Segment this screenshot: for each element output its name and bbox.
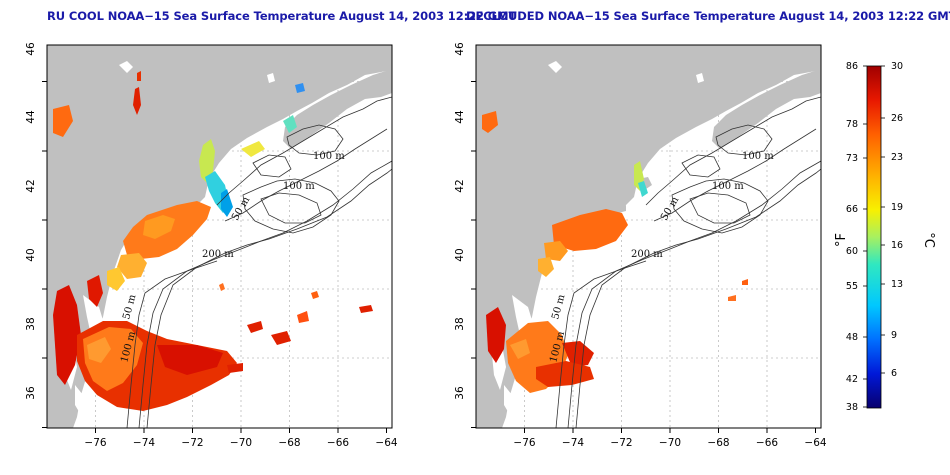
lon-tick-label: −64 <box>375 437 397 449</box>
lon-tick-label: −64 <box>804 437 826 449</box>
lat-tick-labels: 36 38 40 42 44 46 <box>454 42 466 400</box>
lon-tick-label: −74 <box>562 437 584 449</box>
lat-tick-label: 36 <box>25 386 37 400</box>
sst-overlay <box>482 111 748 393</box>
lat-tick-label: 44 <box>25 110 37 124</box>
lon-tick-label: −76 <box>513 437 535 449</box>
celsius-tick-label: 19 <box>891 202 903 213</box>
contour-label: 100 m <box>712 181 744 192</box>
lat-tick-labels: 36 38 40 42 44 46 <box>25 42 37 400</box>
axis-ticks <box>42 81 387 433</box>
celsius-tick-label: 16 <box>891 240 903 251</box>
lat-tick-label: 46 <box>25 42 37 56</box>
lon-tick-labels: −76 −74 −72 −70 −68 −66 −64 <box>84 437 397 449</box>
fahrenheit-tick-label: 42 <box>846 374 858 385</box>
fahrenheit-tick-labels: 86 78 73 66 60 55 48 42 38 <box>846 61 858 413</box>
map-panel-2: 100 m 100 m 50 m 200 m 50 m 100 m −76 −7… <box>454 42 827 449</box>
contour-label: 200 m <box>202 249 234 260</box>
panel-2-title: DECLOUDED NOAA−15 Sea Surface Temperatur… <box>466 9 950 23</box>
celsius-unit-label: °C <box>921 232 936 248</box>
contour-label: 100 m <box>742 151 774 162</box>
celsius-tick-labels: 30 26 23 19 16 13 9 6 <box>891 61 903 379</box>
celsius-tick-label: 9 <box>891 330 897 341</box>
colorbar-gradient <box>866 65 882 409</box>
axis-ticks <box>471 81 816 433</box>
fahrenheit-tick-label: 66 <box>846 204 858 215</box>
lat-tick-label: 40 <box>25 248 37 261</box>
lon-tick-label: −68 <box>278 437 300 449</box>
map-panel-1: 100 m 100 m 50 m 200 m 50 m 100 m −76 −7… <box>25 42 398 449</box>
lat-tick-label: 44 <box>454 110 466 124</box>
lon-tick-label: −68 <box>707 437 729 449</box>
celsius-tick-label: 13 <box>891 279 903 290</box>
contour-label: 200 m <box>631 249 663 260</box>
lat-tick-label: 38 <box>454 317 466 330</box>
lat-tick-label: 46 <box>454 42 466 56</box>
lon-tick-label: −74 <box>133 437 155 449</box>
celsius-tick-label: 30 <box>891 61 903 72</box>
celsius-tick-label: 6 <box>891 368 897 379</box>
contour-label: 100 m <box>283 181 315 192</box>
lon-tick-labels: −76 −74 −72 −70 −68 −66 −64 <box>513 437 826 449</box>
colorbar: 86 78 73 66 60 55 48 42 38 30 26 23 19 1… <box>834 61 936 413</box>
lat-tick-label: 40 <box>454 248 466 261</box>
celsius-tick-label: 26 <box>891 113 903 124</box>
lon-tick-label: −66 <box>756 437 778 449</box>
lat-tick-label: 38 <box>25 317 37 330</box>
lon-tick-label: −70 <box>659 437 681 449</box>
fahrenheit-unit-label: °F <box>834 233 849 247</box>
fahrenheit-tick-label: 48 <box>846 332 858 343</box>
lat-tick-label: 42 <box>454 179 466 192</box>
map-frame <box>475 44 822 429</box>
fahrenheit-tick-label: 86 <box>846 61 858 72</box>
map-frame <box>46 44 393 429</box>
fahrenheit-tick-label: 55 <box>846 281 858 292</box>
lon-tick-label: −66 <box>327 437 349 449</box>
lon-tick-label: −72 <box>610 437 632 449</box>
colorbar-ticks <box>863 65 885 408</box>
lon-tick-label: −72 <box>181 437 203 449</box>
fahrenheit-tick-label: 38 <box>846 402 858 413</box>
fahrenheit-tick-label: 73 <box>846 153 858 164</box>
lat-tick-label: 42 <box>25 179 37 192</box>
sst-overlay <box>53 71 373 411</box>
contour-label: 100 m <box>313 151 345 162</box>
lat-tick-label: 36 <box>454 386 466 400</box>
celsius-tick-label: 23 <box>891 152 903 163</box>
panel-1-title: RU COOL NOAA−15 Sea Surface Temperature … <box>47 9 517 23</box>
fahrenheit-tick-label: 60 <box>846 246 858 257</box>
fahrenheit-tick-label: 78 <box>846 119 858 130</box>
lon-tick-label: −76 <box>84 437 106 449</box>
lon-tick-label: −70 <box>230 437 252 449</box>
